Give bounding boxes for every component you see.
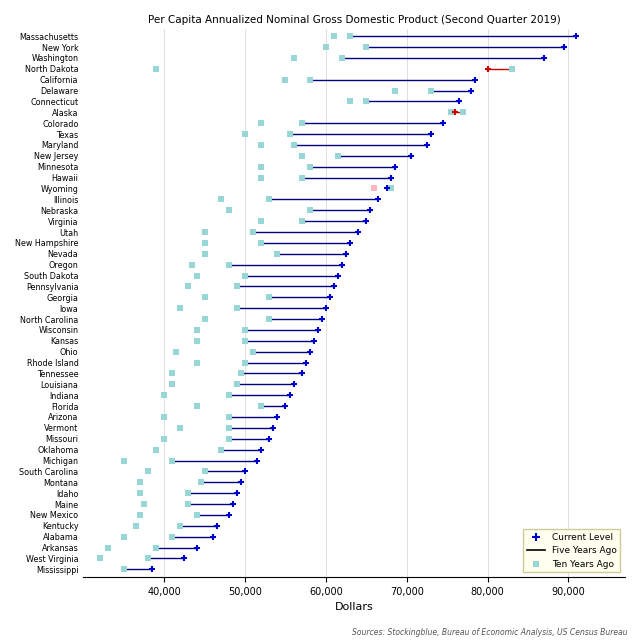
X-axis label: Dollars: Dollars <box>335 602 374 612</box>
Text: Sources: Stockingblue, Bureau of Economic Analysis, US Census Bureau: Sources: Stockingblue, Bureau of Economi… <box>351 628 627 637</box>
Title: Per Capita Annualized Nominal Gross Domestic Product (Second Quarter 2019): Per Capita Annualized Nominal Gross Dome… <box>148 15 561 25</box>
Legend: Current Level, Five Years Ago, Ten Years Ago: Current Level, Five Years Ago, Ten Years… <box>523 529 621 572</box>
